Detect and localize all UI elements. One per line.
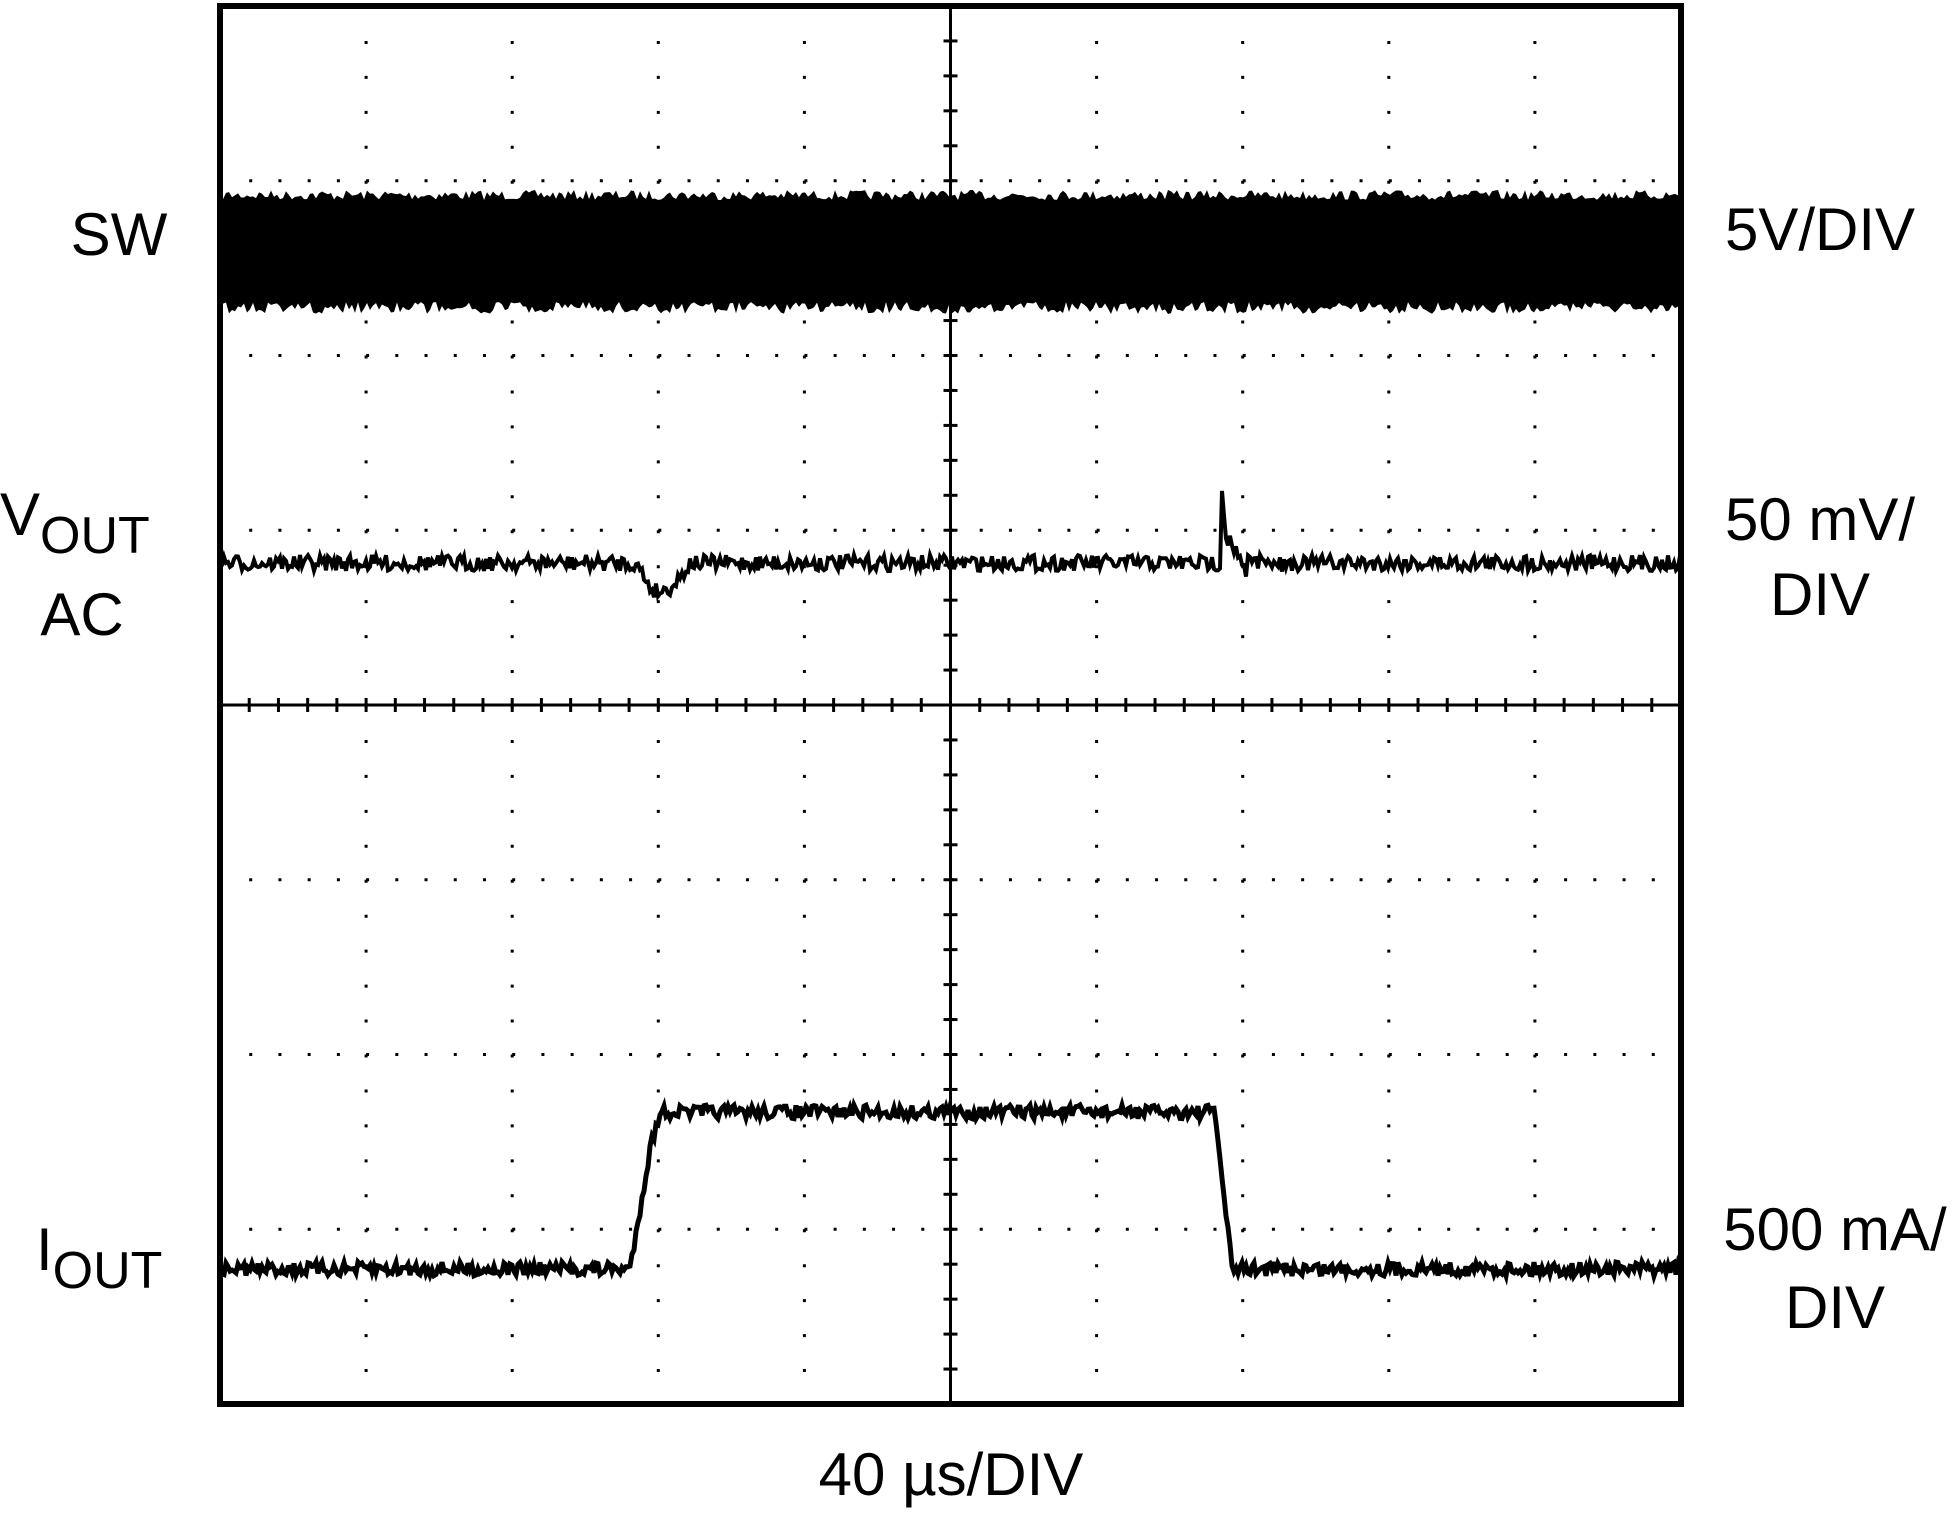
channel-scale: DIV (1770, 561, 1870, 628)
channel-label-line2: AC (40, 581, 123, 648)
vout-trace (218, 490, 1682, 602)
channel-label-main: I (36, 1216, 53, 1283)
channel-label-main: V (0, 481, 40, 548)
channel-label: IOUT (36, 1216, 162, 1300)
iout-trace (217, 1096, 1683, 1286)
traces (217, 190, 1683, 1286)
channel-scale: 500 mA/ (1723, 1196, 1947, 1263)
channel-label: SW (71, 201, 168, 268)
channel-label-subscript: OUT (53, 1242, 163, 1300)
time-scale: 40 µs/DIV (819, 1441, 1084, 1508)
channel-label: VOUT (0, 481, 150, 565)
sw-trace (220, 190, 1681, 314)
channel-scale: 5V/DIV (1725, 196, 1915, 263)
channel-scale: DIV (1785, 1274, 1885, 1341)
channel-scale: 50 mV/ (1725, 486, 1915, 553)
grid (220, 6, 1681, 1404)
channel-label-subscript: OUT (40, 507, 150, 565)
plot-frame (217, 3, 1684, 1407)
